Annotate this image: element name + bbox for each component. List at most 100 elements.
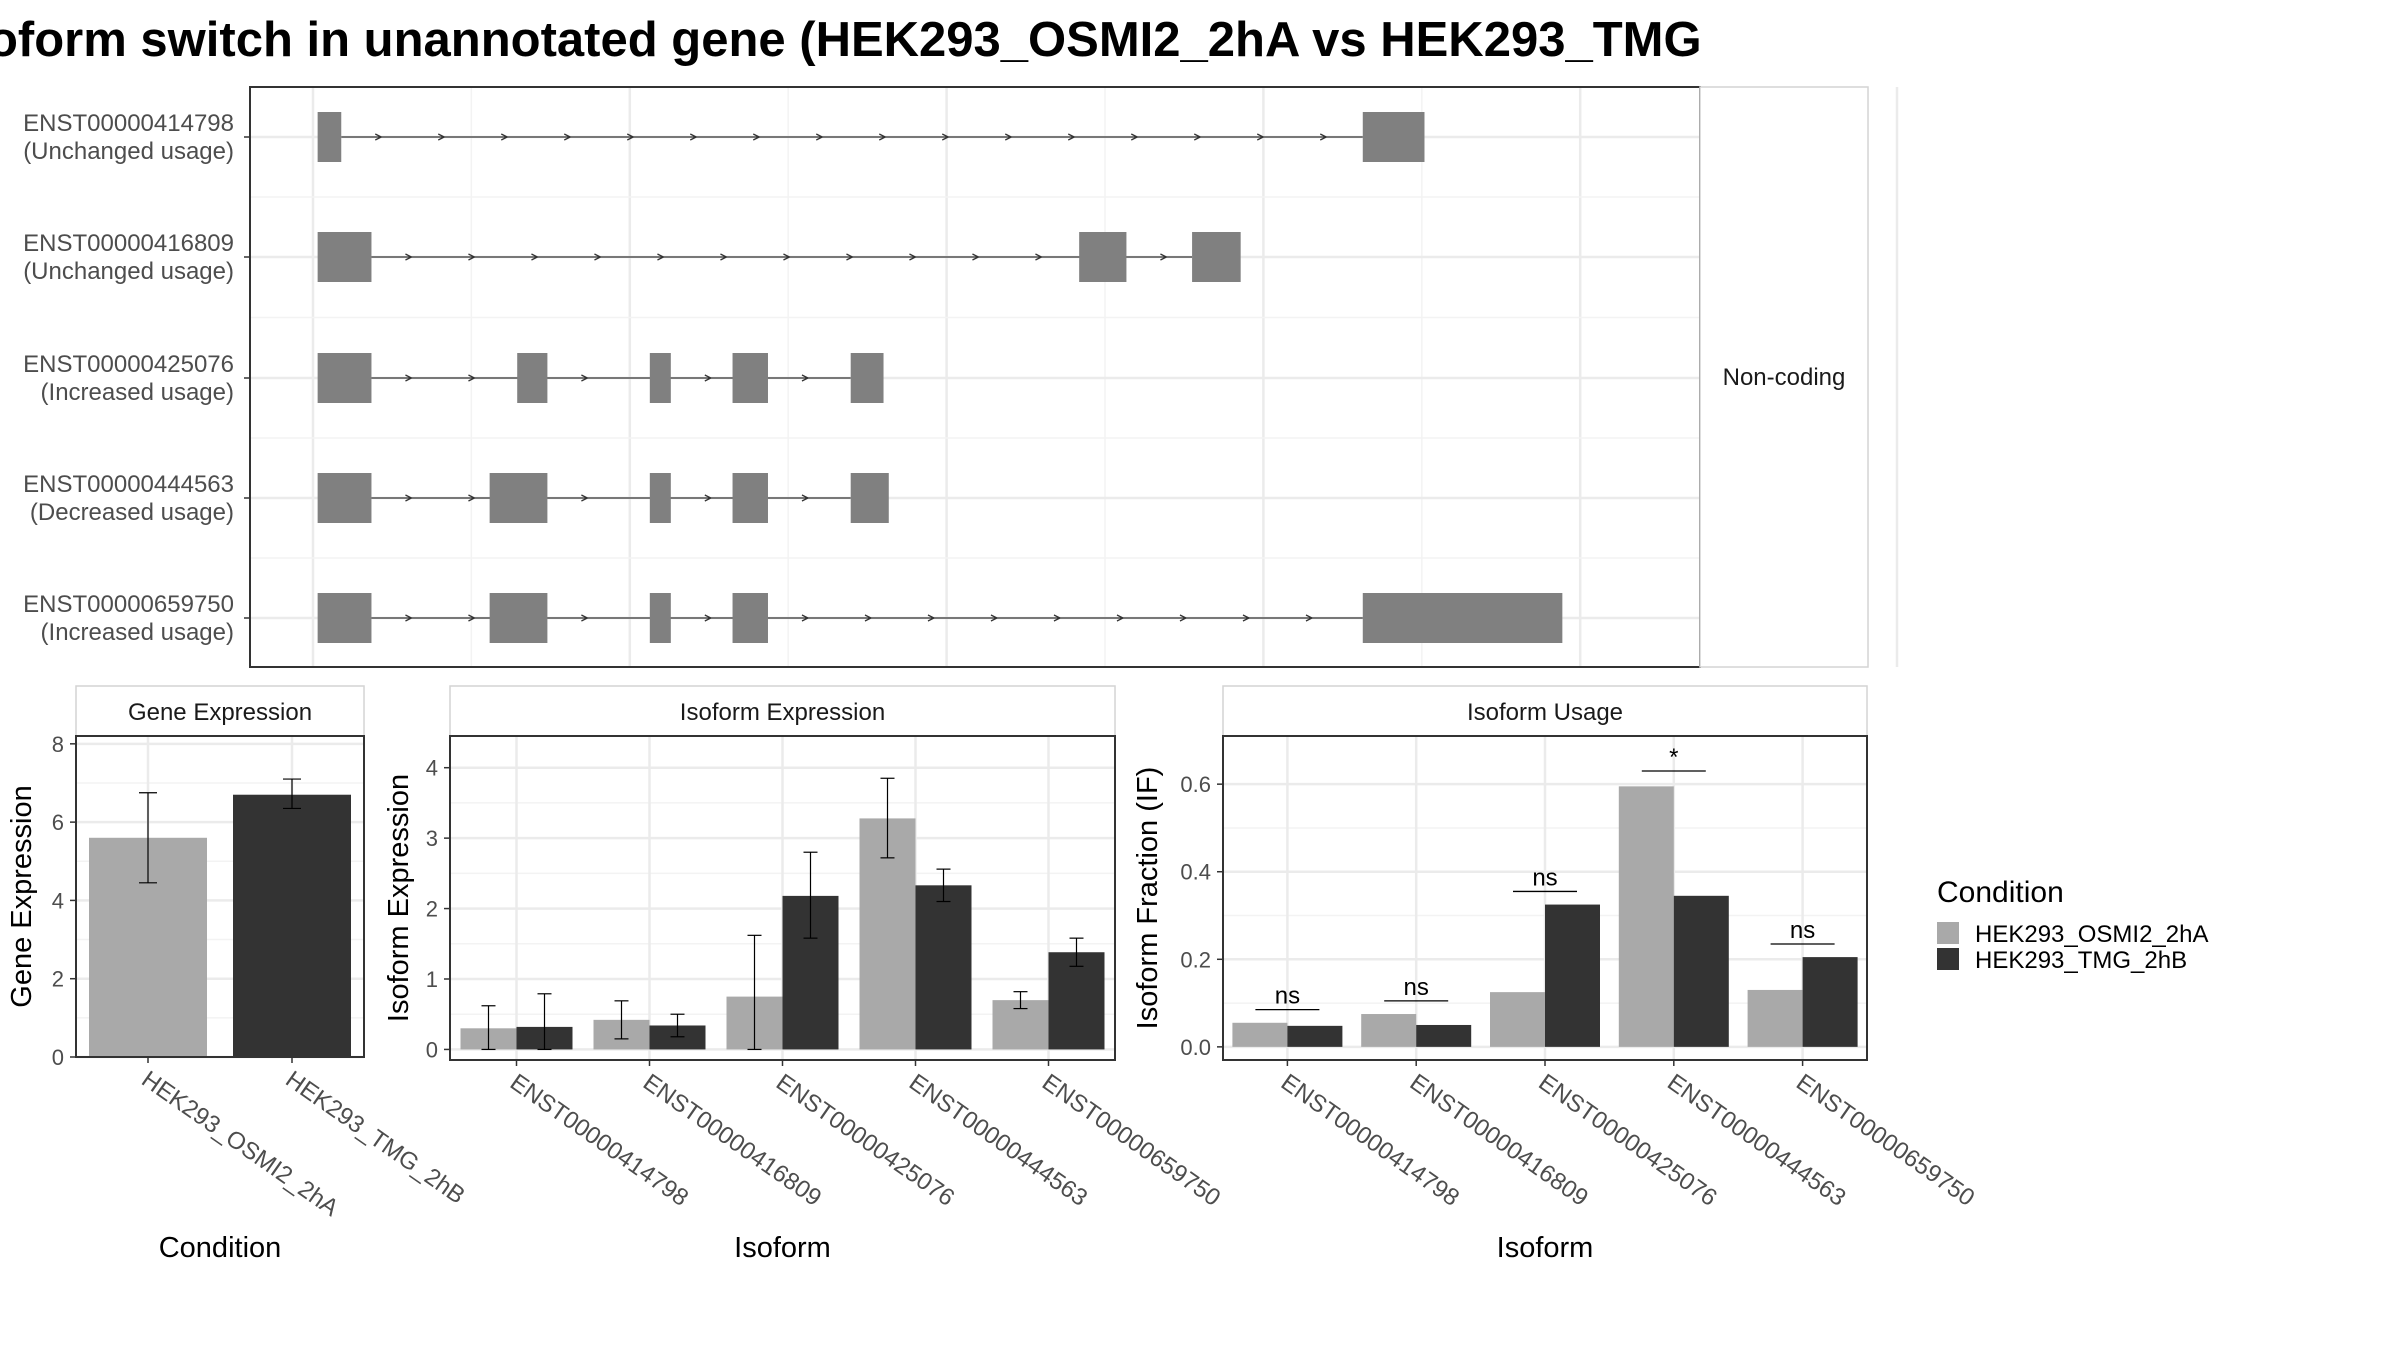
legend-label: HEK293_TMG_2hB: [1975, 947, 2187, 974]
significance-label: ns: [1532, 864, 1557, 891]
strand-arrow: [405, 374, 413, 382]
bar: [1416, 1024, 1472, 1047]
exon-block: [1192, 232, 1241, 282]
x-axis-title: Isoform: [734, 1232, 831, 1264]
bar: [1673, 895, 1729, 1047]
strand-arrow: [581, 494, 589, 502]
isoform-id-label: ENST00000425076: [23, 351, 234, 378]
strand-arrow: [801, 494, 810, 502]
y-tick-label: 0: [52, 1045, 64, 1070]
strand-arrow: [801, 374, 810, 382]
strand-arrow: [1319, 133, 1328, 141]
plot-border: [75, 735, 365, 1058]
y-tick-label: 3: [426, 826, 438, 851]
exon-block: [649, 473, 671, 523]
strand-arrow: [626, 133, 635, 141]
strand-arrow: [704, 374, 713, 382]
strand-arrow: [1160, 253, 1168, 261]
y-tick-label: 2: [426, 897, 438, 922]
strand-arrow: [878, 133, 887, 141]
exon-block: [317, 232, 372, 282]
strand-arrow: [437, 133, 446, 141]
y-tick-label: 0.6: [1180, 772, 1211, 797]
y-tick-label: 0.0: [1180, 1035, 1211, 1060]
bar: [233, 794, 351, 1057]
y-axis-title: Gene Expression: [6, 785, 38, 1007]
facet-strip: [1699, 86, 1869, 668]
y-tick-label: 0.4: [1180, 860, 1211, 885]
exon-block: [850, 353, 884, 403]
bar: [1747, 989, 1803, 1047]
exon-block: [317, 112, 342, 162]
strand-arrow: [815, 133, 824, 141]
legend-swatch: [1937, 948, 1959, 970]
strand-arrow: [1130, 133, 1139, 141]
isoform-usage-label: (Decreased usage): [30, 499, 234, 526]
gene-structure-panel: ENST00000414798(Unchanged usage)ENST0000…: [23, 86, 1899, 668]
figure-title: oform switch in unannotated gene (HEK293…: [0, 13, 1702, 67]
strand-arrow: [941, 133, 950, 141]
exon-block: [317, 353, 372, 403]
x-axis-title: Isoform: [1497, 1232, 1594, 1264]
bar: [1287, 1025, 1343, 1047]
facet-strip-label: Non-coding: [1723, 364, 1846, 391]
exon-block: [1362, 593, 1563, 643]
strand-arrow: [468, 374, 476, 382]
bar: [1048, 952, 1105, 1050]
exon-block: [317, 593, 372, 643]
y-tick-label: 0: [426, 1037, 438, 1062]
y-tick-label: 4: [52, 888, 64, 913]
strand-arrow: [864, 614, 873, 622]
strand-arrow: [657, 253, 665, 261]
exon-block: [649, 353, 671, 403]
strand-arrow: [752, 133, 761, 141]
strand-arrow: [1242, 614, 1251, 622]
strand-arrow: [1193, 133, 1202, 141]
y-axis-title: Isoform Fraction (IF): [1132, 767, 1164, 1030]
strand-arrow: [704, 494, 713, 502]
isoform-usage-label: (Increased usage): [41, 619, 234, 646]
y-tick-label: 8: [52, 732, 64, 757]
exon-block: [489, 593, 548, 643]
exon-block: [489, 473, 548, 523]
y-axis-title: Isoform Expression: [383, 774, 415, 1022]
gene-expression-panel: Gene Expression02468HEK293_OSMI2_2hAHEK2…: [6, 685, 470, 1264]
exon-block: [732, 353, 768, 403]
panel-strip: [1222, 685, 1868, 737]
strand-arrow: [405, 614, 413, 622]
strand-arrow: [801, 614, 810, 622]
strand-arrow: [468, 253, 476, 261]
y-tick-label: 0.2: [1180, 947, 1211, 972]
exon-block: [1362, 112, 1425, 162]
strand-arrow: [581, 374, 589, 382]
strand-arrow: [500, 133, 509, 141]
strand-arrow: [720, 253, 728, 261]
exon-block: [732, 593, 768, 643]
strand-arrow: [704, 614, 713, 622]
exon-block: [317, 473, 372, 523]
strand-arrow: [909, 253, 917, 261]
legend-title: Condition: [1937, 876, 2064, 909]
strand-arrow: [846, 253, 854, 261]
legend-label: HEK293_OSMI2_2hA: [1975, 921, 2208, 948]
significance-label: ns: [1790, 917, 1815, 944]
strand-arrow: [1067, 133, 1076, 141]
exon-block: [1079, 232, 1127, 282]
significance-label: *: [1669, 744, 1678, 771]
significance-label: ns: [1404, 974, 1429, 1001]
exon-block: [850, 473, 889, 523]
panel-strip-title: Isoform Expression: [680, 699, 885, 726]
exon-block: [732, 473, 768, 523]
y-tick-label: 2: [52, 967, 64, 992]
bar: [1232, 1022, 1288, 1047]
strand-arrow: [468, 494, 476, 502]
y-tick-label: 4: [426, 756, 438, 781]
isoform-id-label: ENST00000416809: [23, 230, 234, 257]
strand-arrow: [405, 494, 413, 502]
strand-arrow: [1256, 133, 1265, 141]
panel-strip-title: Gene Expression: [128, 699, 312, 726]
strand-arrow: [927, 614, 936, 622]
isoform-id-label: ENST00000659750: [23, 591, 234, 618]
